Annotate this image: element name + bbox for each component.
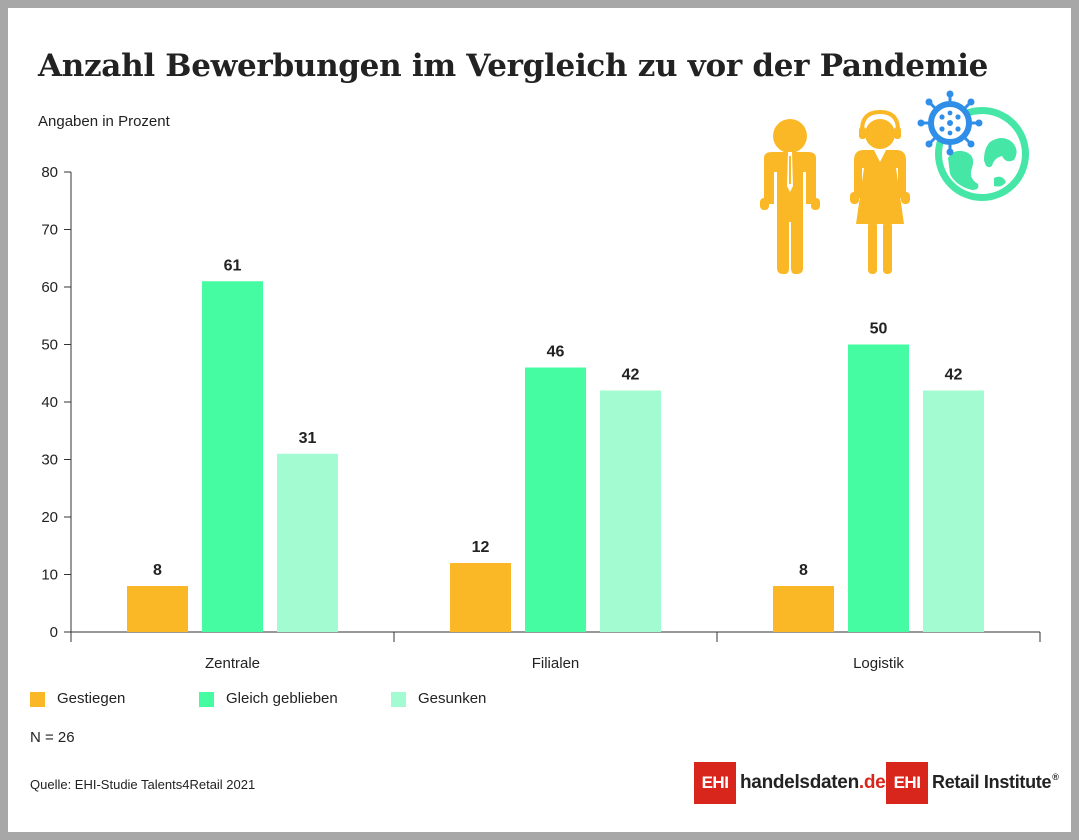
legend-label-gestiegen: Gestiegen bbox=[57, 690, 125, 707]
virus-icon bbox=[918, 91, 983, 156]
y-tick-label: 60 bbox=[41, 279, 58, 296]
y-tick-label: 10 bbox=[41, 567, 58, 584]
data-label: 46 bbox=[547, 344, 565, 361]
bar-gleich-geblieben-logistik bbox=[848, 345, 909, 633]
handelsdaten-logo-box: EHI bbox=[694, 762, 736, 804]
data-label: 8 bbox=[153, 562, 162, 579]
handelsdaten-logo-text: handelsdaten.de bbox=[740, 772, 885, 794]
x-category-label: Logistik bbox=[853, 655, 904, 672]
bar-gestiegen-filialen bbox=[450, 563, 511, 632]
businesswoman-headset-icon bbox=[850, 112, 910, 274]
x-category-label: Filialen bbox=[532, 655, 580, 672]
legend-swatch-gesunken bbox=[391, 692, 406, 707]
y-tick-label: 30 bbox=[41, 452, 58, 469]
registered-mark: ® bbox=[1052, 772, 1058, 782]
bar-gesunken-zentrale bbox=[277, 454, 338, 632]
legend-swatch-gleich-geblieben bbox=[199, 692, 214, 707]
data-label: 42 bbox=[622, 367, 640, 384]
data-label: 8 bbox=[799, 562, 808, 579]
sample-size-note: N = 26 bbox=[30, 729, 75, 746]
handelsdaten-logo-name: handelsdaten bbox=[740, 772, 859, 793]
y-tick-label: 0 bbox=[50, 624, 58, 641]
y-tick-label: 80 bbox=[41, 164, 58, 181]
legend-swatch-gestiegen bbox=[30, 692, 45, 707]
handelsdaten-logo-suffix: .de bbox=[859, 772, 886, 793]
businessman-icon bbox=[760, 119, 820, 274]
handelsdaten-logo: EHI handelsdaten.de bbox=[694, 762, 869, 804]
y-tick-label: 40 bbox=[41, 394, 58, 411]
x-category-label: Zentrale bbox=[205, 655, 260, 672]
source-note: Quelle: EHI-Studie Talents4Retail 2021 bbox=[30, 777, 255, 792]
bar-gleich-geblieben-filialen bbox=[525, 368, 586, 633]
data-label: 61 bbox=[224, 257, 242, 274]
bar-gesunken-logistik bbox=[923, 391, 984, 633]
decorative-illustration bbox=[740, 86, 1040, 286]
bar-gestiegen-logistik bbox=[773, 586, 834, 632]
bar-gesunken-filialen bbox=[600, 391, 661, 633]
y-tick-label: 50 bbox=[41, 337, 58, 354]
data-label: 12 bbox=[472, 539, 490, 556]
ehi-logo-name: Retail Institute bbox=[932, 772, 1051, 792]
ehi-retail-institute-logo: EHI Retail Institute® bbox=[886, 762, 1056, 804]
ehi-logo-box: EHI bbox=[886, 762, 928, 804]
legend-label-gesunken: Gesunken bbox=[418, 690, 486, 707]
data-label: 31 bbox=[299, 430, 317, 447]
data-label: 50 bbox=[870, 321, 888, 338]
data-label: 42 bbox=[945, 367, 963, 384]
legend-label-gleich-geblieben: Gleich geblieben bbox=[226, 690, 338, 707]
y-tick-label: 20 bbox=[41, 509, 58, 526]
bar-gleich-geblieben-zentrale bbox=[202, 281, 263, 632]
ehi-logo-text: Retail Institute® bbox=[932, 772, 1058, 793]
bar-gestiegen-zentrale bbox=[127, 586, 188, 632]
chart-bars bbox=[127, 281, 984, 632]
y-tick-label: 70 bbox=[41, 222, 58, 239]
